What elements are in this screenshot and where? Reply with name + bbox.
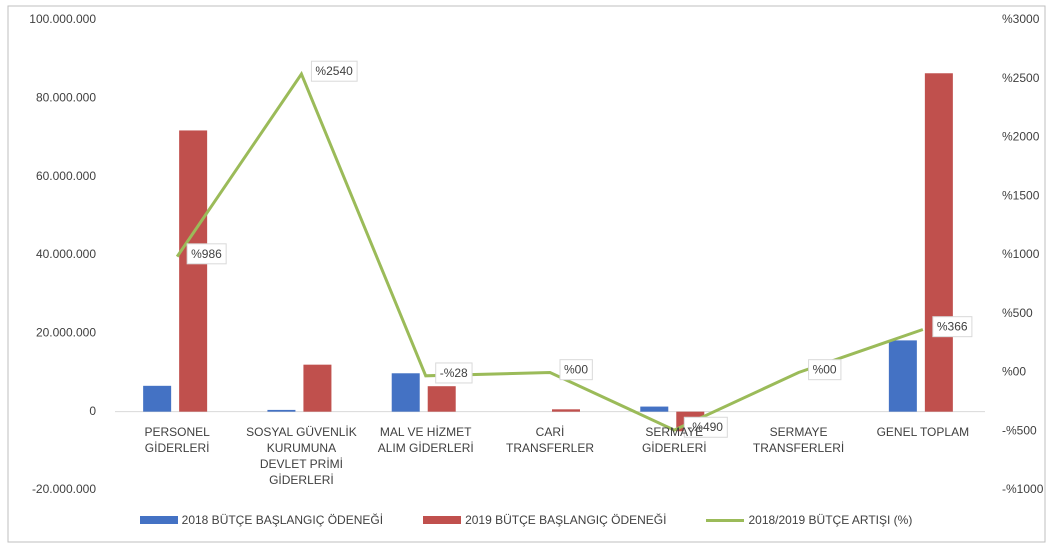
y2-tick-label: -%500 — [1002, 423, 1037, 437]
y2-tick-label: %500 — [1002, 306, 1033, 320]
y2-tick-label: -%1000 — [1002, 482, 1044, 496]
x-tick-label: SERMAYE GİDERLERİ — [641, 424, 707, 455]
legend-swatch — [423, 516, 462, 524]
bar — [303, 364, 332, 412]
bar — [179, 130, 208, 412]
legend: 2018 BÜTÇE BAŞLANGIÇ ÖDENEĞİ 2019 BÜTÇE B… — [0, 513, 1052, 527]
y-tick-label: 20.000.000 — [36, 326, 96, 340]
legend-swatch — [139, 516, 178, 524]
data-label-text: %00 — [564, 363, 588, 377]
x-tick-label: GENEL TOPLAM — [876, 424, 970, 439]
y2-tick-label: %2500 — [1002, 71, 1040, 85]
x-tick-label: MAL VE HİZMET ALIM GİDERLERİ — [377, 424, 474, 455]
data-label-box — [932, 316, 973, 338]
data-label-box — [808, 359, 842, 381]
data-label-box — [186, 243, 227, 265]
legend-label: 2018 BÜTÇE BAŞLANGIÇ ÖDENEĞİ — [181, 513, 384, 527]
y2-tick-label: %1500 — [1002, 188, 1040, 202]
data-label-text: %00 — [813, 363, 837, 377]
data-label: -%490 — [683, 416, 728, 438]
data-label-box — [310, 60, 358, 82]
bar — [640, 406, 669, 412]
y2-tick-label: %1000 — [1002, 247, 1040, 261]
data-label-text: -%28 — [440, 366, 468, 380]
y-tick-label: 0 — [89, 404, 96, 418]
data-label: %00 — [559, 359, 593, 381]
y-tick-label: -20.000.000 — [32, 482, 96, 496]
bar — [391, 373, 420, 412]
x-tick-label: SOSYAL GÜVENLİK KURUMUNA DEVLET PRİMİ Gİ… — [246, 424, 357, 487]
line — [175, 70, 924, 432]
data-label-box — [435, 362, 473, 384]
y-tick-label: 60.000.000 — [36, 169, 96, 183]
bar — [888, 340, 917, 412]
legend-item: 2018 BÜTÇE BAŞLANGIÇ ÖDENEĞİ — [139, 513, 384, 527]
data-label: -%28 — [435, 362, 473, 384]
data-label-box — [683, 416, 728, 438]
x-tick-label: SERMAYE TRANSFERLERİ — [752, 424, 845, 455]
bar — [552, 409, 580, 412]
bar — [427, 386, 456, 412]
bar — [924, 73, 953, 412]
y2-tick-label: %2000 — [1002, 130, 1040, 144]
x-tick-label: PERSONEL GİDERLERİ — [144, 424, 210, 455]
legend-item: 2019 BÜTÇE BAŞLANGIÇ ÖDENEĞİ — [423, 513, 666, 527]
data-label: %00 — [808, 359, 842, 381]
x-tick-label: CARİ TRANSFERLER — [505, 424, 594, 455]
bar — [143, 385, 172, 412]
y-tick-label: 40.000.000 — [36, 247, 96, 261]
bar — [267, 409, 296, 412]
data-label-text: -%490 — [688, 420, 723, 434]
y-tick-label: 80.000.000 — [36, 91, 96, 105]
y2-tick-label: %00 — [1002, 365, 1026, 379]
data-label-box — [559, 359, 593, 381]
y-tick-label: 100.000.000 — [29, 12, 96, 26]
legend-swatch — [706, 518, 745, 522]
legend-item: 2018/2019 BÜTÇE ARTIŞI (%) — [706, 513, 912, 527]
data-label-text: %366 — [937, 320, 968, 334]
data-label-text: %986 — [191, 247, 222, 261]
data-label: %2540 — [310, 60, 358, 82]
y2-tick-label: %3000 — [1002, 12, 1040, 26]
legend-label: 2018/2019 BÜTÇE ARTIŞI (%) — [748, 513, 913, 527]
chart-border — [7, 5, 1046, 543]
data-label: %986 — [186, 243, 227, 265]
legend-label: 2019 BÜTÇE BAŞLANGIÇ ÖDENEĞİ — [465, 513, 667, 527]
data-label: %366 — [932, 316, 973, 338]
data-label-text: %2540 — [315, 64, 353, 78]
